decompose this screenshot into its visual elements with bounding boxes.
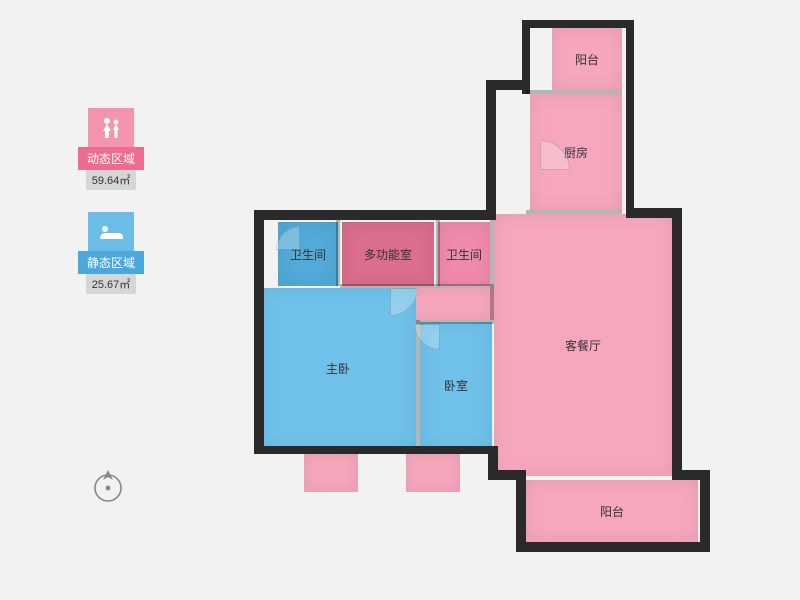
room-balcony-top: 阳台 (552, 28, 622, 90)
inner-wall (526, 90, 622, 94)
outer-wall (254, 210, 264, 454)
legend-panel: 动态区域 59.64㎡ 静态区域 25.67㎡ (78, 108, 144, 316)
outer-wall (486, 80, 496, 220)
outer-wall (516, 470, 526, 550)
legend-dynamic: 动态区域 59.64㎡ (78, 108, 144, 190)
static-icon (88, 212, 134, 252)
inner-wall (336, 220, 340, 286)
outer-wall (700, 470, 710, 550)
outer-wall (522, 20, 632, 28)
inner-wall (526, 210, 622, 214)
outer-wall (488, 470, 524, 480)
compass-icon (88, 466, 128, 506)
inner-wall (436, 220, 440, 286)
dynamic-icon (88, 108, 134, 148)
outer-wall (626, 20, 634, 216)
legend-static-value: 25.67㎡ (86, 274, 136, 294)
outer-wall (672, 208, 682, 478)
legend-static-label: 静态区域 (78, 251, 144, 274)
room-balcony-bottom: 阳台 (526, 480, 698, 542)
inner-wall (490, 220, 494, 320)
outer-wall (486, 80, 526, 90)
room-balcony-bl-2 (406, 452, 460, 492)
outer-wall (522, 20, 530, 94)
room-living: 客餐厅 (494, 214, 672, 476)
outer-wall (254, 446, 498, 454)
room-bath-right: 卫生间 (438, 222, 490, 286)
room-balcony-bl-1 (304, 452, 358, 492)
outer-wall (516, 542, 710, 552)
legend-static: 静态区域 25.67㎡ (78, 212, 144, 294)
room-multi-room: 多功能室 (342, 222, 434, 286)
legend-dynamic-value: 59.64㎡ (86, 170, 136, 190)
legend-dynamic-label: 动态区域 (78, 147, 144, 170)
floor-plan: 阳台厨房卫生间多功能室卫生间客餐厅主卧卧室阳台 (240, 20, 760, 580)
outer-wall (254, 210, 494, 220)
